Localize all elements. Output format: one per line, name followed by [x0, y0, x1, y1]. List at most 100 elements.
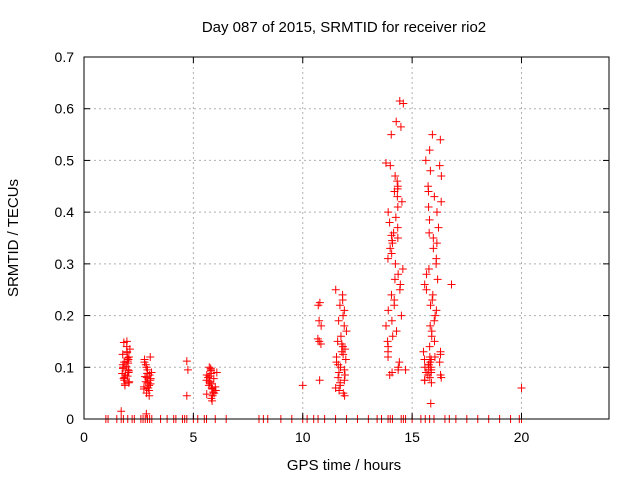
data-point: [207, 383, 216, 392]
data-point: [338, 296, 347, 305]
data-point: [431, 311, 440, 320]
data-point: [340, 391, 349, 400]
data-point: [391, 213, 400, 222]
data-point: [390, 187, 399, 196]
data-point: [429, 234, 438, 242]
data-point: [341, 355, 350, 364]
data-point: [420, 355, 429, 364]
data-point: [334, 368, 343, 377]
data-point: [433, 275, 442, 284]
data-point: [432, 259, 441, 268]
data-point: [387, 231, 396, 240]
data-point: [340, 365, 349, 374]
data-point: [420, 280, 429, 289]
data-point: [209, 374, 218, 383]
data-point: [424, 202, 433, 211]
data-point: [383, 254, 392, 263]
data-point: [392, 327, 401, 336]
x-tick-label: 15: [404, 429, 420, 445]
data-point: [340, 306, 349, 315]
data-point: [395, 285, 404, 294]
data-point: [436, 135, 445, 144]
data-point: [315, 376, 324, 385]
y-tick-label: 0.7: [55, 49, 75, 65]
data-point: [424, 265, 433, 274]
x-tick-label: 5: [189, 429, 197, 445]
data-point: [182, 391, 191, 400]
data-point: [120, 381, 129, 390]
data-point: [339, 311, 348, 320]
data-point: [435, 161, 444, 170]
data-point: [385, 218, 394, 227]
y-tick-label: 0: [66, 411, 74, 427]
data-point: [141, 372, 150, 381]
data-point: [426, 301, 435, 310]
grid-lines: [84, 57, 609, 419]
data-point: [314, 301, 323, 310]
data-point: [384, 208, 393, 217]
data-point: [397, 311, 406, 320]
data-point: [397, 197, 406, 206]
data-point: [339, 350, 348, 359]
data-point: [430, 316, 439, 325]
data-point: [437, 171, 446, 180]
data-point: [340, 376, 349, 385]
data-point: [146, 352, 155, 361]
data-point: [517, 383, 526, 392]
x-tick-label: 10: [295, 429, 311, 445]
data-point: [401, 365, 410, 374]
data-point: [420, 376, 429, 385]
data-point: [331, 285, 340, 294]
data-point: [386, 244, 395, 253]
y-tick-label: 0.6: [55, 101, 75, 117]
y-tick-label: 0.1: [55, 359, 75, 375]
data-point: [388, 332, 397, 341]
axis-ticks: 0 5 10 15 20 0 0.1 0.2 0.3 0.4 0.5 0.6 0.7: [55, 49, 609, 445]
data-point: [424, 187, 433, 196]
chart-title: Day 087 of 2015, SRMTID for receiver rio…: [202, 19, 486, 36]
x-tick-label: 20: [514, 429, 530, 445]
data-point: [422, 285, 431, 294]
data-point: [333, 337, 342, 346]
data-point: [394, 365, 403, 374]
data-point: [425, 342, 434, 351]
data-point: [430, 337, 439, 346]
y-tick-label: 0.5: [55, 152, 75, 168]
data-point: [432, 306, 441, 315]
data-point: [117, 407, 126, 416]
data-point: [387, 130, 396, 139]
data-point: [394, 270, 403, 279]
data-point: [387, 249, 396, 258]
data-point: [429, 244, 438, 253]
data-point: [316, 340, 325, 349]
data-point: [388, 239, 397, 248]
data-point: [386, 161, 395, 170]
data-point: [208, 396, 217, 405]
data-point: [387, 290, 396, 299]
data-point: [383, 337, 392, 346]
data-point: [426, 399, 435, 408]
data-point: [426, 321, 435, 330]
data-point: [392, 117, 401, 126]
data-point: [139, 385, 148, 394]
data-point: [427, 332, 436, 341]
data-point: [384, 352, 393, 361]
data-point: [428, 290, 437, 299]
data-point: [430, 192, 439, 201]
data-point: [317, 321, 326, 330]
data-point: [437, 373, 446, 382]
data-point: [434, 223, 443, 232]
data-point: [209, 388, 218, 397]
data-point: [425, 373, 434, 382]
data-point: [336, 381, 345, 390]
data-point: [390, 301, 399, 310]
data-point: [421, 156, 430, 165]
data-point: [182, 357, 191, 366]
data-point: [427, 378, 436, 387]
data-point: [393, 177, 402, 186]
data-point: [432, 208, 441, 217]
data-point: [342, 327, 351, 336]
data-point: [146, 379, 155, 388]
